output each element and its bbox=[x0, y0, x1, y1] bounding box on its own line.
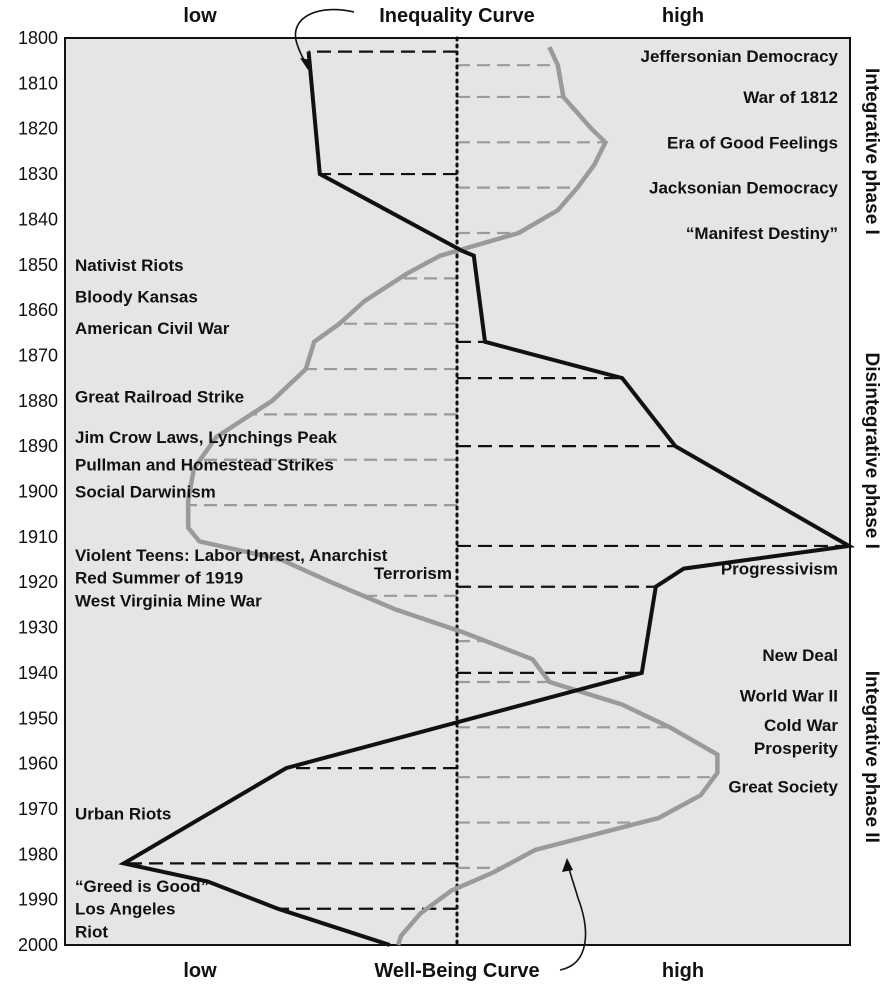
year-tick-1910: 1910 bbox=[18, 527, 58, 547]
series-lines bbox=[118, 46, 856, 947]
wellbeing-label-pointer bbox=[559, 863, 587, 971]
annotation-left-13: Riot bbox=[75, 922, 108, 941]
wellbeing-curve-label: Well-Being Curve bbox=[374, 960, 539, 982]
annotation-right-0: Jeffersonian Democracy bbox=[641, 47, 839, 66]
annotation-right-7: World War II bbox=[740, 687, 838, 706]
annotation-left-1: Bloody Kansas bbox=[75, 287, 198, 306]
annotation-right-1: War of 1812 bbox=[743, 88, 838, 107]
annotation-left-2: American Civil War bbox=[75, 319, 230, 338]
annotation-right-3: Jacksonian Democracy bbox=[649, 179, 839, 198]
annotation-left-6: Social Darwinism bbox=[75, 483, 216, 502]
year-tick-1800: 1800 bbox=[18, 28, 58, 48]
year-tick-1930: 1930 bbox=[18, 618, 58, 638]
year-tick-1820: 1820 bbox=[18, 119, 58, 139]
annotation-left-3: Great Railroad Strike bbox=[75, 387, 244, 406]
annotation-left-5: Pullman and Homestead Strikes bbox=[75, 455, 334, 474]
year-tick-1940: 1940 bbox=[18, 663, 58, 683]
bottom-left-axis-label: low bbox=[183, 960, 217, 982]
top-left-axis-label: low bbox=[183, 5, 217, 27]
year-tick-labels: 1800 1810 1820 1830 1840 1850 1860 1870 1880 1890… bbox=[18, 28, 58, 955]
year-tick-1850: 1850 bbox=[18, 255, 58, 275]
phase-labels: Integrative phase I Disintegrative phase … bbox=[861, 68, 882, 843]
annotation-right-8-line-1: Prosperity bbox=[754, 739, 839, 758]
bottom-right-axis-label: high bbox=[662, 960, 704, 982]
annotation-right-4: “Manifest Destiny” bbox=[686, 224, 838, 243]
year-tick-1830: 1830 bbox=[18, 164, 58, 184]
year-tick-1980: 1980 bbox=[18, 844, 58, 864]
annotation-left-0: Nativist Riots bbox=[75, 256, 184, 275]
inequality-curve-line bbox=[118, 51, 856, 947]
inequality-curve-label: Inequality Curve bbox=[379, 5, 535, 27]
year-tick-1900: 1900 bbox=[18, 482, 58, 502]
year-tick-1840: 1840 bbox=[18, 209, 58, 229]
year-tick-1990: 1990 bbox=[18, 890, 58, 910]
annotation-right-6: New Deal bbox=[762, 646, 838, 665]
phase-label-2: Integrative phase II bbox=[861, 671, 882, 843]
year-tick-1960: 1960 bbox=[18, 754, 58, 774]
year-tick-1880: 1880 bbox=[18, 391, 58, 411]
annotation-left-11: “Greed is Good” bbox=[75, 877, 209, 896]
annotation-left-9: West Virginia Mine War bbox=[75, 591, 262, 610]
event-annotations: Jeffersonian Democracy War of 1812 Era of … bbox=[75, 47, 839, 941]
year-tick-2000: 2000 bbox=[18, 935, 58, 955]
top-right-axis-label: high bbox=[662, 5, 704, 27]
wellbeing-curve-line bbox=[185, 46, 720, 946]
wellbeing-pointer-arrowhead bbox=[562, 858, 573, 872]
year-tick-1810: 1810 bbox=[18, 73, 58, 93]
year-tick-1870: 1870 bbox=[18, 345, 58, 365]
phase-label-1: Disintegrative phase I bbox=[861, 352, 882, 548]
year-tick-1950: 1950 bbox=[18, 708, 58, 728]
annotation-left-4: Jim Crow Laws, Lynchings Peak bbox=[75, 428, 338, 447]
annotation-right-9: Great Society bbox=[728, 777, 838, 796]
annotation-left-7: Violent Teens: Labor Unrest, Anarchist bbox=[75, 546, 388, 565]
inequality-pointer-arrowhead bbox=[300, 58, 311, 70]
phase-label-0: Integrative phase I bbox=[861, 68, 882, 235]
annotation-right-8-line-0: Cold War bbox=[764, 716, 838, 735]
year-tick-1970: 1970 bbox=[18, 799, 58, 819]
year-tick-1860: 1860 bbox=[18, 300, 58, 320]
annotation-right-5: Progressivism bbox=[721, 560, 838, 579]
annotation-left-8: Red Summer of 1919 bbox=[75, 569, 243, 588]
annotation-left-10: Urban Riots bbox=[75, 804, 171, 823]
annotation-right-2: Era of Good Feelings bbox=[667, 133, 838, 152]
annotation-left-12: Los Angeles bbox=[75, 900, 175, 919]
year-tick-1920: 1920 bbox=[18, 572, 58, 592]
year-tick-1890: 1890 bbox=[18, 436, 58, 456]
annotation-center-0: Terrorism bbox=[374, 564, 452, 583]
